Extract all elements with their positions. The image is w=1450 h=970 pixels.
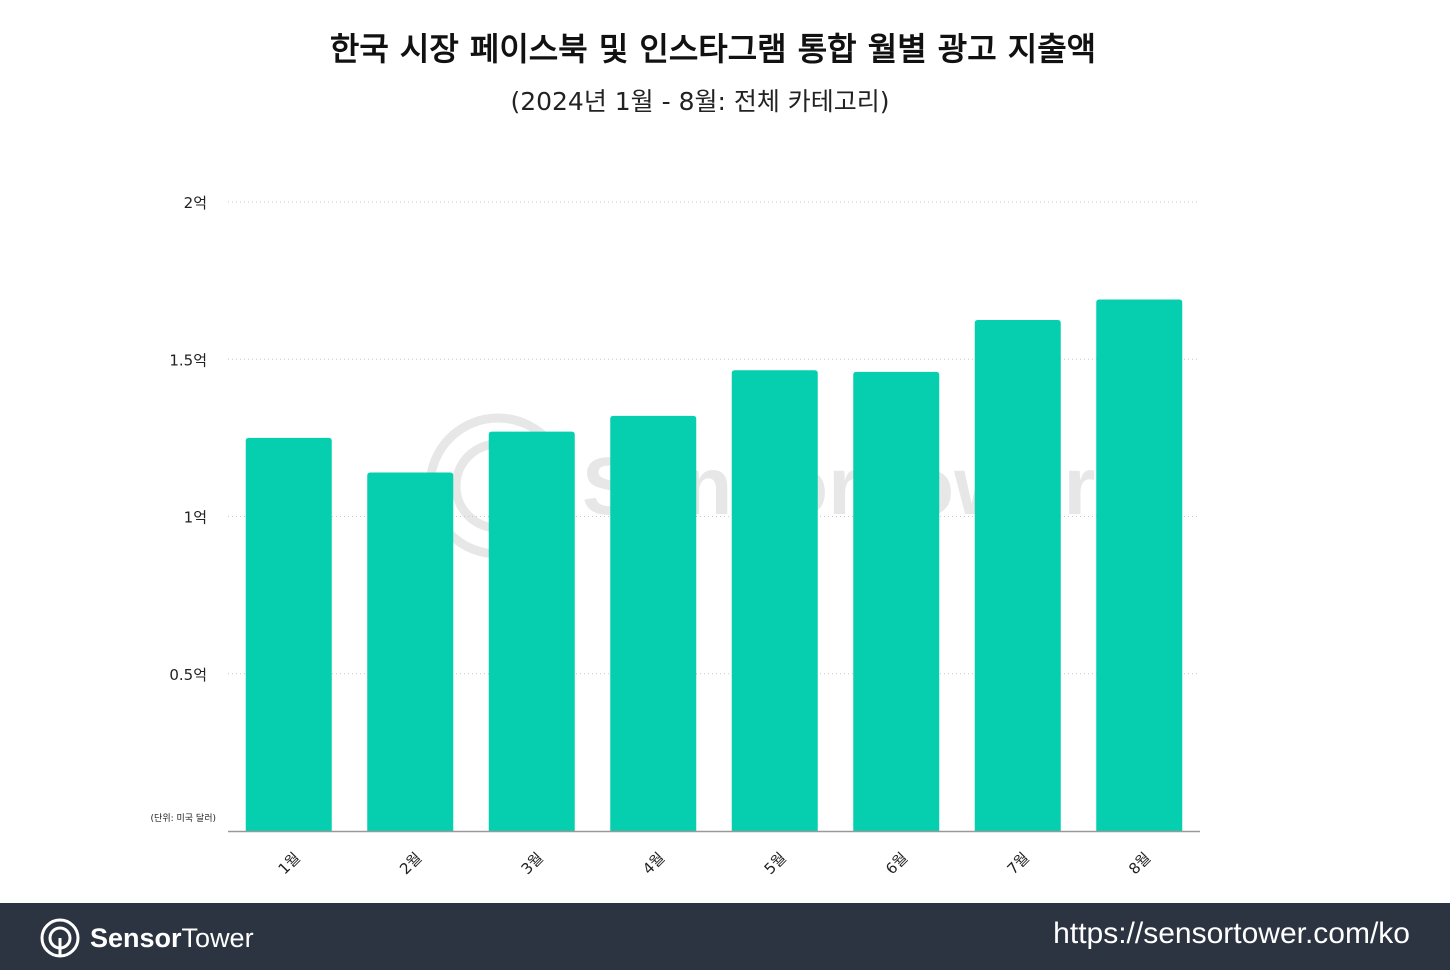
- chart-subtitle: (2024년 1월 - 8월: 전체 카테고리): [510, 87, 890, 116]
- bar-4: [610, 415, 697, 831]
- bar-3: [488, 431, 575, 831]
- footer-brand-regular: Tower: [181, 922, 254, 953]
- x-tick-label: 2월: [396, 849, 425, 878]
- x-tick-label: 4월: [639, 849, 668, 878]
- y-tick-label: 1.5억: [169, 351, 207, 369]
- bars: [245, 299, 1183, 831]
- x-tick-label: 6월: [882, 849, 911, 878]
- bar-6: [853, 371, 940, 831]
- x-tick-label: 3월: [518, 849, 547, 878]
- bar-8: [1096, 299, 1183, 831]
- y-tick-label: 2억: [184, 194, 207, 212]
- bar-7: [974, 319, 1061, 831]
- footer-bar: SensorTower https://sensortower.com/ko: [0, 903, 1450, 970]
- x-tick-label: 1월: [275, 849, 304, 878]
- bar-1: [245, 437, 332, 831]
- bar-2: [367, 472, 454, 831]
- chart-title: 한국 시장 페이스북 및 인스타그램 통합 월별 광고 지출액: [329, 30, 1097, 68]
- x-tick-label: 8월: [1125, 849, 1154, 878]
- footer-url-link[interactable]: https://sensortower.com/ko: [1053, 917, 1410, 950]
- y-tick-label: 0.5억: [169, 666, 207, 684]
- x-tick-label: 5월: [761, 849, 790, 878]
- bar-5: [731, 370, 818, 831]
- footer-brand-bold: Sensor: [90, 922, 182, 953]
- x-tick-label: 7월: [1004, 849, 1033, 878]
- sensortower-logo-icon: [40, 918, 80, 958]
- sensortower-logo: SensorTower: [38, 916, 254, 960]
- y-tick-label: 1억: [184, 509, 207, 527]
- unit-note: (단위: 미국 달러): [151, 812, 216, 824]
